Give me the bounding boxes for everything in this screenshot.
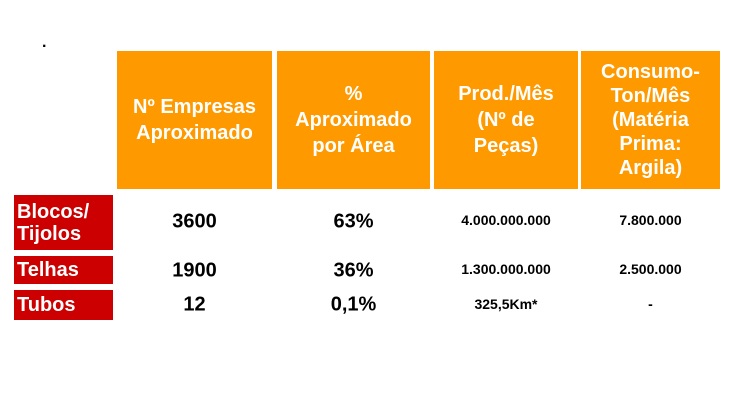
header-num-empresas: Nº Empresas Aproximado	[117, 51, 272, 189]
cell-blocos-empresas: 3600	[172, 210, 217, 233]
cell-blocos-consumo: 7.800.000	[619, 212, 682, 228]
cell-blocos-producao: 4.000.000.000	[461, 212, 551, 228]
bullet-dot: .	[42, 34, 47, 51]
cell-telhas-producao: 1.300.000.000	[461, 261, 551, 277]
header-percent-area: % Aproximado por Área	[277, 51, 430, 189]
cell-telhas-percent: 36%	[333, 259, 374, 282]
cell-tubos-empresas: 12	[183, 293, 206, 316]
cell-blocos-percent: 63%	[333, 210, 374, 233]
cell-tubos-producao: 325,5Km*	[474, 296, 538, 312]
cell-telhas-empresas: 1900	[172, 259, 217, 282]
row-label-tubos: Tubos	[14, 290, 113, 320]
header-producao-mes: Prod./Mês (Nº de Peças)	[434, 51, 578, 189]
cell-telhas-consumo: 2.500.000	[619, 261, 682, 277]
row-label-telhas: Telhas	[14, 256, 113, 284]
cell-tubos-percent: 0,1%	[330, 293, 377, 316]
cell-tubos-consumo: -	[648, 296, 653, 312]
row-label-blocos: Blocos/ Tijolos	[14, 195, 113, 250]
header-consumo-argila: Consumo- Ton/Mês (Matéria Prima: Argila)	[581, 51, 720, 189]
